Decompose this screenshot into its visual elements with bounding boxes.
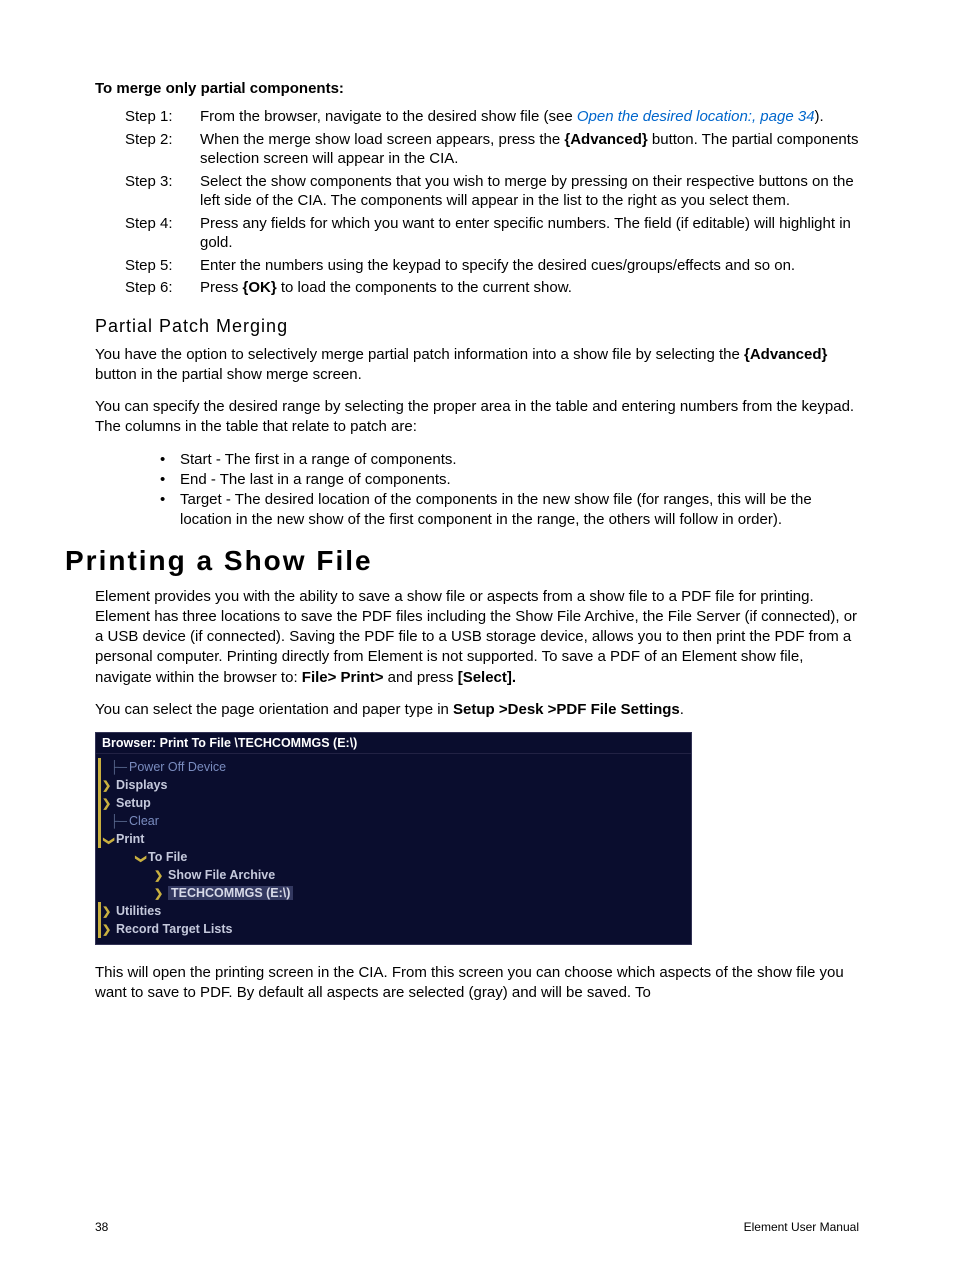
step-label: Step 6: — [125, 278, 200, 298]
tree-item-print[interactable]: ❮ Print — [96, 830, 691, 848]
step-list: Step 1: From the browser, navigate to th… — [125, 107, 859, 298]
side-bar-icon — [98, 812, 101, 830]
chevron-right-icon: ❯ — [102, 905, 114, 918]
step-text: Select the show components that you wish… — [200, 172, 859, 211]
side-bar-icon — [98, 776, 101, 794]
step-text: When the merge show load screen appears,… — [200, 130, 859, 169]
bullet-mark: • — [160, 490, 180, 531]
print-p2-post: . — [680, 701, 684, 718]
step-row: Step 3: Select the show components that … — [125, 172, 859, 211]
tree-item-power-off[interactable]: ├─ Power Off Device — [96, 758, 691, 776]
page-number: 38 — [95, 1220, 108, 1234]
manual-title: Element User Manual — [744, 1220, 859, 1234]
side-bar-icon — [98, 794, 101, 812]
chevron-right-icon: ❯ — [102, 923, 114, 936]
partial-patch-heading: Partial Patch Merging — [95, 316, 859, 337]
print-p1-mid: and press — [383, 669, 457, 686]
bullet-mark: • — [160, 470, 180, 490]
step-text-mid: to load the components to the current sh… — [277, 279, 572, 296]
tree-label: Clear — [129, 814, 159, 828]
tree-label: Record Target Lists — [116, 922, 232, 936]
browser-title: Browser: Print To File \TECHCOMMGS (E:\) — [96, 733, 691, 754]
printing-heading: Printing a Show File — [65, 545, 859, 577]
setup-path-ref: Setup >Desk >PDF File Settings — [453, 701, 680, 718]
tree-item-to-file[interactable]: ❮ To File — [96, 848, 691, 866]
step-label: Step 3: — [125, 172, 200, 211]
merge-heading: To merge only partial components: — [95, 80, 859, 97]
step-text-pre: When the merge show load screen appears,… — [200, 131, 564, 148]
bullet-text: Target - The desired location of the com… — [180, 490, 859, 531]
step-text: Enter the numbers using the keypad to sp… — [200, 256, 859, 276]
advanced-button-ref: {Advanced} — [744, 346, 827, 363]
print-para-2: You can select the page orientation and … — [95, 700, 859, 720]
step-label: Step 1: — [125, 107, 200, 127]
chevron-right-icon: ❯ — [154, 887, 166, 900]
bullet-row: • Start - The first in a range of compon… — [160, 450, 859, 470]
step-row: Step 4: Press any fields for which you w… — [125, 214, 859, 253]
side-bar-icon — [98, 902, 101, 920]
tree-label: Utilities — [116, 904, 161, 918]
tree-label: Setup — [116, 796, 151, 810]
page-footer: 38 Element User Manual — [95, 1220, 859, 1234]
step-label: Step 5: — [125, 256, 200, 276]
browser-screenshot: Browser: Print To File \TECHCOMMGS (E:\)… — [95, 732, 692, 945]
tree-item-record-target-lists[interactable]: ❯ Record Target Lists — [96, 920, 691, 938]
step-text-pre: From the browser, navigate to the desire… — [200, 108, 577, 125]
tree-item-utilities[interactable]: ❯ Utilities — [96, 902, 691, 920]
tree-label: Displays — [116, 778, 167, 792]
tree-item-clear[interactable]: ├─ Clear — [96, 812, 691, 830]
chevron-right-icon: ❯ — [154, 869, 166, 882]
tree-branch-icon: ├─ — [110, 814, 127, 828]
chevron-right-icon: ❯ — [102, 779, 114, 792]
tree-label: Power Off Device — [129, 760, 226, 774]
ok-button-ref: {OK} — [243, 279, 277, 296]
closing-para: This will open the printing screen in th… — [95, 963, 859, 1004]
tree-label: Show File Archive — [168, 868, 275, 882]
bullet-text: End - The last in a range of components. — [180, 470, 859, 490]
tree-label: Print — [116, 832, 144, 846]
bullet-row: • End - The last in a range of component… — [160, 470, 859, 490]
step-label: Step 2: — [125, 130, 200, 169]
chevron-right-icon: ❯ — [102, 797, 114, 810]
print-para-1: Element provides you with the ability to… — [95, 587, 859, 688]
bullet-mark: • — [160, 450, 180, 470]
page-container: To merge only partial components: Step 1… — [0, 0, 954, 1272]
step-row: Step 1: From the browser, navigate to th… — [125, 107, 859, 127]
step-text: Press {OK} to load the components to the… — [200, 278, 859, 298]
select-button-ref: [Select]. — [458, 669, 516, 686]
tree-item-techcommgs[interactable]: ❯ TECHCOMMGS (E:\) — [96, 884, 691, 902]
tree-label-selected: TECHCOMMGS (E:\) — [168, 886, 293, 900]
step-text: From the browser, navigate to the desire… — [200, 107, 859, 127]
step-row: Step 2: When the merge show load screen … — [125, 130, 859, 169]
file-print-ref: File> Print> — [302, 669, 384, 686]
ppm-p1-pre: You have the option to selectively merge… — [95, 346, 744, 363]
step-text-post: ). — [815, 108, 824, 125]
step-row: Step 5: Enter the numbers using the keyp… — [125, 256, 859, 276]
step-text-pre: Press — [200, 279, 243, 296]
bullet-row: • Target - The desired location of the c… — [160, 490, 859, 531]
advanced-button-ref: {Advanced} — [564, 131, 647, 148]
side-bar-icon — [98, 758, 101, 776]
side-bar-icon — [98, 920, 101, 938]
tree-label: To File — [148, 850, 187, 864]
tree-item-show-file-archive[interactable]: ❯ Show File Archive — [96, 866, 691, 884]
tree-item-setup[interactable]: ❯ Setup — [96, 794, 691, 812]
tree-item-displays[interactable]: ❯ Displays — [96, 776, 691, 794]
ppm-p1-post: button in the partial show merge screen. — [95, 366, 362, 383]
tree-branch-icon: ├─ — [110, 760, 127, 774]
bullet-list: • Start - The first in a range of compon… — [160, 450, 859, 531]
ppm-para-2: You can specify the desired range by sel… — [95, 397, 859, 438]
step-row: Step 6: Press {OK} to load the component… — [125, 278, 859, 298]
ppm-para-1: You have the option to selectively merge… — [95, 345, 859, 386]
chevron-down-icon: ❮ — [102, 833, 115, 845]
bullet-text: Start - The first in a range of componen… — [180, 450, 859, 470]
print-p2-pre: You can select the page orientation and … — [95, 701, 453, 718]
open-location-link[interactable]: Open the desired location:, page 34 — [577, 108, 815, 125]
step-text: Press any fields for which you want to e… — [200, 214, 859, 253]
browser-tree: ├─ Power Off Device ❯ Displays ❯ Setup ├… — [96, 754, 691, 944]
step-label: Step 4: — [125, 214, 200, 253]
chevron-down-icon: ❮ — [134, 851, 147, 863]
